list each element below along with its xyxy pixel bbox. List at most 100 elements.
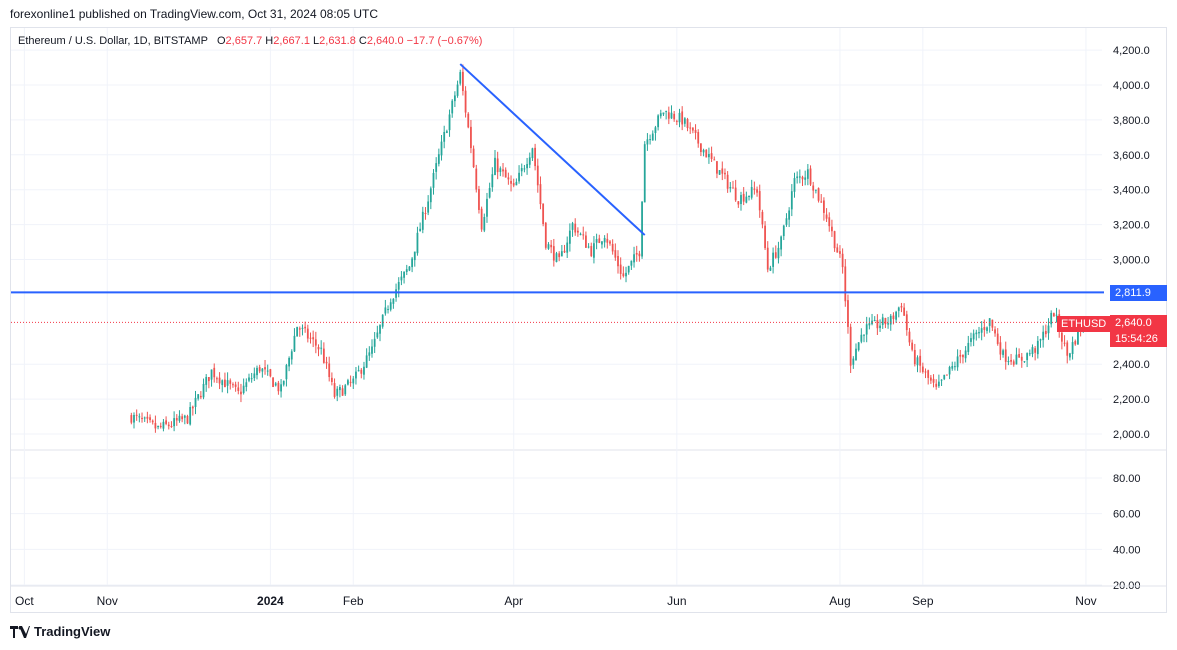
candle-body xyxy=(937,381,940,387)
candle-body xyxy=(314,339,317,346)
candle-body xyxy=(306,328,309,339)
candle-body xyxy=(298,328,301,330)
candle-body xyxy=(344,385,347,395)
candle-body xyxy=(860,334,863,342)
candle-body xyxy=(911,342,914,350)
candle-body xyxy=(250,378,253,380)
candle-body xyxy=(900,306,903,308)
candle-body xyxy=(411,258,414,268)
candle-body xyxy=(732,187,734,189)
candle-body xyxy=(325,361,328,364)
candle-body xyxy=(970,338,972,342)
footer-brand[interactable]: TradingView xyxy=(10,624,110,639)
candle-body xyxy=(264,367,266,370)
candle-body xyxy=(405,269,408,272)
candle-body xyxy=(1063,342,1066,344)
candle-body xyxy=(165,420,167,424)
candle-body xyxy=(574,223,577,233)
candle-body xyxy=(437,154,440,164)
candle-body xyxy=(582,234,585,236)
candle-body xyxy=(643,144,646,203)
candle-body xyxy=(868,323,871,326)
candle-body xyxy=(892,315,895,320)
candle-body xyxy=(758,191,761,211)
candle-body xyxy=(221,380,224,386)
candle-body xyxy=(793,178,796,192)
candle-body xyxy=(542,203,545,225)
candle-body xyxy=(662,112,665,115)
candle-body xyxy=(814,189,817,191)
candle-body xyxy=(649,139,651,141)
volume-axis-label: 80.00 xyxy=(1113,473,1141,485)
candle-body xyxy=(277,382,280,392)
candle-body xyxy=(373,338,376,347)
candle-body xyxy=(633,254,635,263)
candle-body xyxy=(162,421,165,429)
candle-body xyxy=(274,383,277,386)
candle-body xyxy=(389,302,392,310)
candle-body xyxy=(852,358,855,365)
candle-body xyxy=(611,243,614,252)
candle-body xyxy=(135,414,138,416)
candle-body xyxy=(448,114,451,131)
candle-body xyxy=(1007,360,1010,363)
symbol-title: Ethereum / U.S. Dollar, 1D, BITSTAMP xyxy=(18,35,208,47)
candle-body xyxy=(317,347,320,350)
candle-body xyxy=(234,384,237,387)
candle-body xyxy=(1039,339,1042,341)
candle-body xyxy=(619,264,622,274)
candle-body xyxy=(994,329,996,334)
candle-body xyxy=(1036,340,1039,355)
candle-body xyxy=(724,172,726,175)
candle-body xyxy=(550,244,553,248)
candle-body xyxy=(440,141,443,156)
candle-body xyxy=(657,115,660,128)
candle-body xyxy=(194,397,197,407)
candle-body xyxy=(980,328,983,333)
candle-body xyxy=(796,176,799,179)
candle-body xyxy=(416,232,419,254)
candle-body xyxy=(716,161,718,174)
candle-body xyxy=(486,198,488,217)
candle-body xyxy=(756,189,758,193)
candle-body xyxy=(339,387,341,391)
candle-body xyxy=(585,235,587,248)
time-axis-label: Nov xyxy=(97,594,118,608)
close-label: C xyxy=(358,35,367,47)
candle-body xyxy=(777,247,780,259)
candle-body xyxy=(312,337,315,340)
volume-axis-label: 60.00 xyxy=(1113,509,1141,521)
candle-body xyxy=(673,113,676,120)
candle-body xyxy=(587,246,590,248)
tradingview-logo-icon xyxy=(10,625,30,638)
candle-body xyxy=(686,119,689,129)
candle-body xyxy=(510,180,512,184)
candle-body xyxy=(828,217,831,227)
trend-line[interactable] xyxy=(459,63,646,236)
candle-body xyxy=(1012,361,1015,365)
candle-body xyxy=(365,355,368,368)
candle-body xyxy=(451,100,454,114)
candle-body xyxy=(512,183,515,186)
horizontal-level-tag: 2,811.9 xyxy=(1110,285,1167,301)
candle-body xyxy=(191,406,194,409)
candle-body xyxy=(175,418,178,421)
candle-body xyxy=(962,354,964,358)
candle-body xyxy=(956,356,959,368)
candle-body xyxy=(475,168,478,190)
candle-body xyxy=(766,247,769,270)
candle-body xyxy=(528,157,531,165)
candle-body xyxy=(710,153,713,159)
candle-body xyxy=(705,149,708,158)
candle-body xyxy=(839,251,841,254)
candle-body xyxy=(1055,314,1058,316)
candle-body xyxy=(504,169,507,178)
candle-body xyxy=(804,177,807,180)
candle-body xyxy=(261,368,264,372)
candle-body xyxy=(304,326,307,329)
candle-body xyxy=(753,188,756,190)
candle-body xyxy=(641,201,643,257)
candle-body xyxy=(478,189,480,210)
candle-body xyxy=(780,236,783,250)
